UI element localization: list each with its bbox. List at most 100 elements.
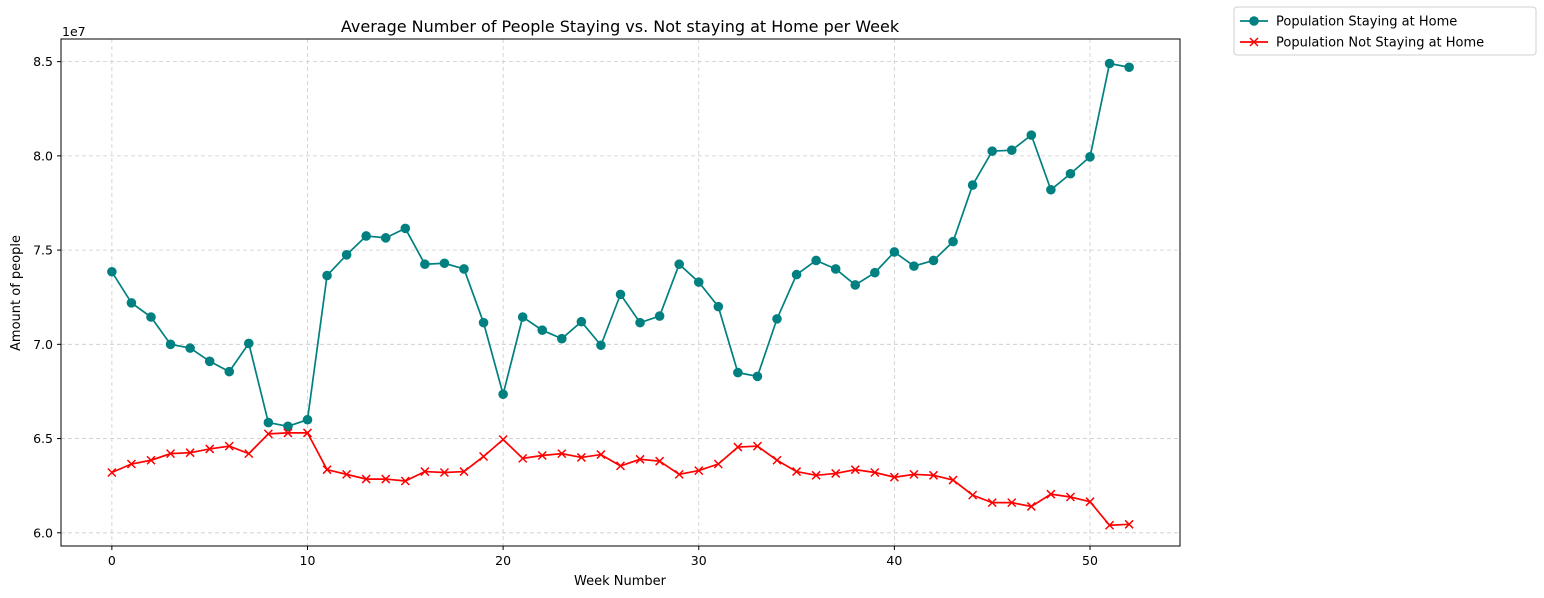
series-line xyxy=(111,432,1130,527)
data-point xyxy=(537,325,548,335)
data-point xyxy=(1026,501,1036,511)
data-point xyxy=(361,474,371,484)
data-point xyxy=(948,475,958,485)
data-point xyxy=(517,312,528,322)
data-point xyxy=(126,459,136,469)
data-point xyxy=(1046,489,1056,499)
data-point xyxy=(830,264,841,274)
x-axis: 0 10 20 30 40 50 xyxy=(108,546,1098,568)
x-tick-label: 50 xyxy=(1082,553,1098,568)
y-tick-label: 7.5 xyxy=(33,243,53,258)
data-point xyxy=(909,469,919,479)
data-point xyxy=(478,317,489,328)
data-point xyxy=(1104,58,1115,69)
y-tick-label: 8.0 xyxy=(33,148,53,163)
data-point xyxy=(654,311,665,321)
series-2 xyxy=(107,428,1134,530)
data-point xyxy=(322,270,332,281)
data-point xyxy=(518,453,528,463)
data-point xyxy=(772,455,782,465)
series-1 xyxy=(107,58,1134,432)
legend-box xyxy=(1233,6,1537,56)
data-point xyxy=(400,223,411,234)
data-point xyxy=(283,428,293,438)
legend-item: Population Not Staying at Home xyxy=(1240,36,1484,51)
data-point xyxy=(166,449,176,459)
data-point xyxy=(674,259,684,270)
data-point xyxy=(205,444,215,454)
data-point xyxy=(185,343,195,353)
data-point xyxy=(381,474,391,484)
data-point xyxy=(752,371,763,382)
data-point xyxy=(107,467,117,478)
data-point xyxy=(283,421,293,432)
data-point xyxy=(1124,62,1134,73)
data-point xyxy=(557,333,567,344)
data-point xyxy=(596,450,606,460)
data-point xyxy=(615,461,626,471)
data-point xyxy=(811,255,821,266)
y-tick-label: 8.5 xyxy=(33,54,53,69)
data-point xyxy=(831,468,841,478)
data-point xyxy=(928,255,939,266)
data-point xyxy=(244,449,254,459)
chart-title: Average Number of People Staying vs. Not… xyxy=(341,17,900,36)
data-point xyxy=(498,389,508,400)
data-point xyxy=(361,231,371,241)
data-point xyxy=(1026,130,1037,140)
data-point xyxy=(792,467,802,477)
data-point xyxy=(126,298,137,308)
data-point xyxy=(1065,492,1075,502)
x-tick-label: 40 xyxy=(886,553,902,568)
data-point xyxy=(870,267,880,278)
data-point xyxy=(1085,497,1095,507)
data-point xyxy=(420,467,430,477)
data-point xyxy=(850,465,860,475)
data-point xyxy=(1046,184,1056,195)
data-point xyxy=(204,356,215,367)
data-point xyxy=(752,441,762,451)
series-line xyxy=(111,62,1130,428)
x-tick-label: 30 xyxy=(691,553,707,568)
data-point xyxy=(146,312,156,322)
y-axis: 6.0 6.5 7.0 7.5 8.0 8.5 xyxy=(33,54,61,540)
data-point xyxy=(889,247,900,257)
y-tick-label: 6.5 xyxy=(33,431,53,446)
data-point xyxy=(302,428,313,438)
data-point xyxy=(107,266,117,277)
data-point xyxy=(615,289,626,300)
data-point xyxy=(1124,519,1134,529)
data-point xyxy=(576,316,587,327)
data-point xyxy=(1105,520,1115,530)
legend-marker xyxy=(1249,16,1259,26)
data-point xyxy=(987,498,997,508)
data-point xyxy=(342,469,352,479)
data-point xyxy=(322,465,332,475)
data-point xyxy=(498,434,508,445)
data-point xyxy=(1085,151,1095,162)
data-point xyxy=(733,367,743,378)
data-point xyxy=(693,277,704,287)
data-point xyxy=(400,476,410,486)
data-point xyxy=(791,269,802,280)
data-point xyxy=(439,258,450,269)
y-axis-label: Amount of people xyxy=(9,235,24,351)
x-tick-label: 20 xyxy=(495,553,511,568)
data-point xyxy=(928,470,939,480)
plot-area-frame xyxy=(60,38,1181,547)
x-tick-label: 10 xyxy=(300,553,316,568)
data-point xyxy=(380,233,391,243)
data-point xyxy=(185,448,195,458)
data-point xyxy=(224,441,234,451)
data-point xyxy=(694,466,704,476)
data-point xyxy=(224,366,235,377)
data-point xyxy=(948,236,958,247)
data-point xyxy=(987,146,997,156)
data-point xyxy=(909,261,919,271)
data-point xyxy=(302,414,313,425)
data-point xyxy=(146,455,156,465)
data-point xyxy=(635,454,645,464)
data-point xyxy=(263,417,274,428)
y-axis-offset-label: 1e7 xyxy=(62,24,86,39)
